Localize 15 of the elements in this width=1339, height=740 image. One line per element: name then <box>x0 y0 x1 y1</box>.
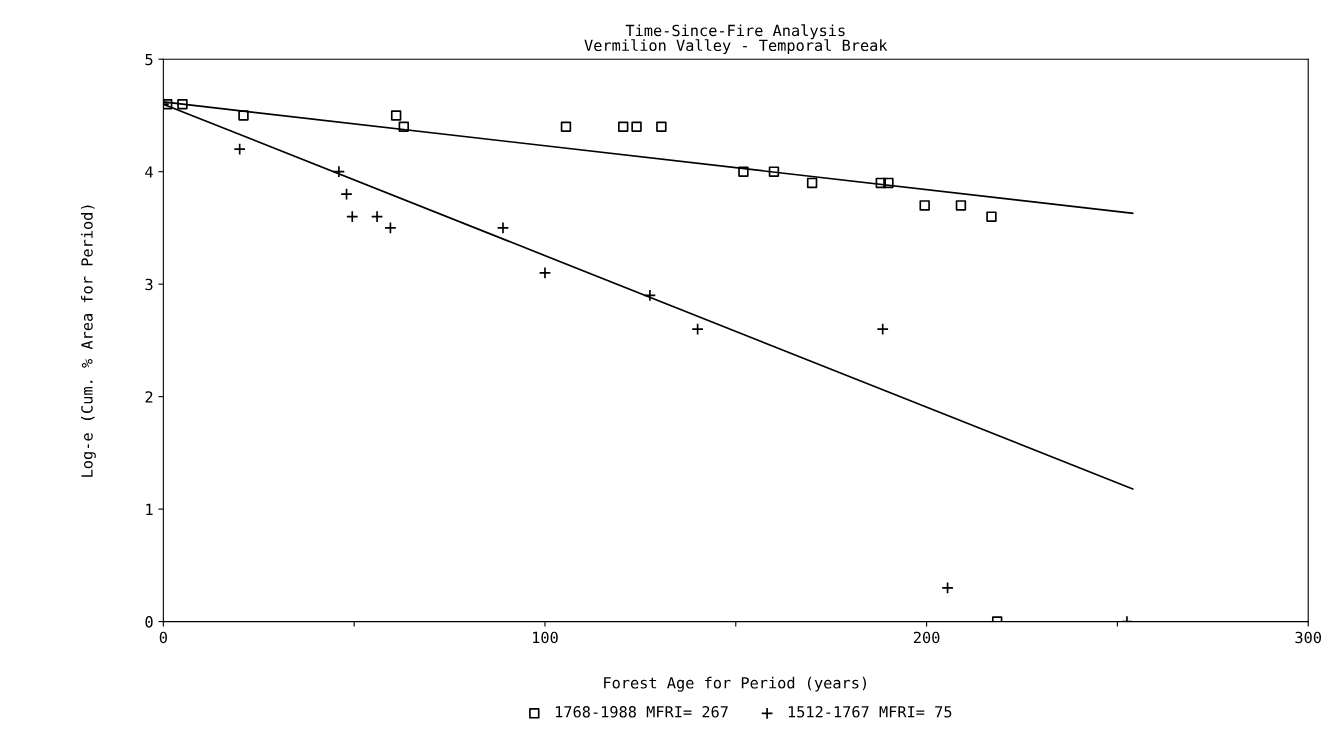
chart-title: Time-Since-Fire Analysis Vermilion Valley - Temporal Break <box>584 24 888 55</box>
x-tick-label: 200 <box>913 631 940 644</box>
y-tick-label: 4 <box>145 166 153 178</box>
legend-label: 1768-1988 MFRI= 267 <box>556 706 728 718</box>
x-axis-title: Forest Age for Period (years) <box>604 676 866 692</box>
y-tick-label: 3 <box>145 278 153 291</box>
legend-label: 1512-1767 MFRI= 75 <box>788 706 952 718</box>
x-tick-label: 0 <box>159 631 167 644</box>
x-tick-label: 100 <box>533 631 558 644</box>
y-tick-label: 1 <box>146 503 153 515</box>
y-axis-title: Log-e (Cum. % Area for Period) <box>80 205 96 477</box>
x-tick-label: 300 <box>1295 631 1322 644</box>
y-tick-label: 0 <box>145 616 153 628</box>
y-tick-label: 2 <box>145 391 153 403</box>
y-tick-label: 5 <box>145 53 153 66</box>
